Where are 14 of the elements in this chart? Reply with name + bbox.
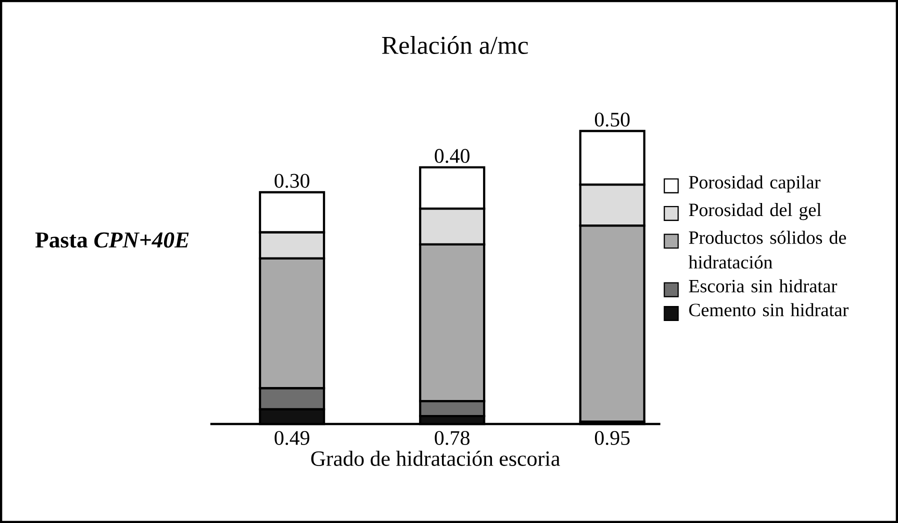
text: Pasta CPN+40E	[35, 232, 189, 248]
annotation: 0.30	[274, 174, 310, 188]
x-tick-label: 0.78	[434, 430, 470, 446]
legend-label: Porosidad del gel	[688, 203, 822, 220]
x-axis-title: Grado de hidratación escoria	[311, 450, 560, 466]
legend-label: Porosidad capilar	[688, 175, 820, 192]
x-tick-label: 0.95	[594, 430, 630, 446]
x-tick-label: 0.49	[274, 430, 310, 446]
legend-label: Cemento sin hidratar	[689, 303, 849, 316]
chart-title: Relación a/mc	[382, 36, 528, 54]
annotation: 0.40	[434, 148, 470, 163]
legend-label: Escoria sin hidratar	[688, 279, 838, 292]
annotation: 0.50	[594, 112, 630, 127]
legend-label: Productos sólidos de hidratación	[688, 230, 846, 269]
